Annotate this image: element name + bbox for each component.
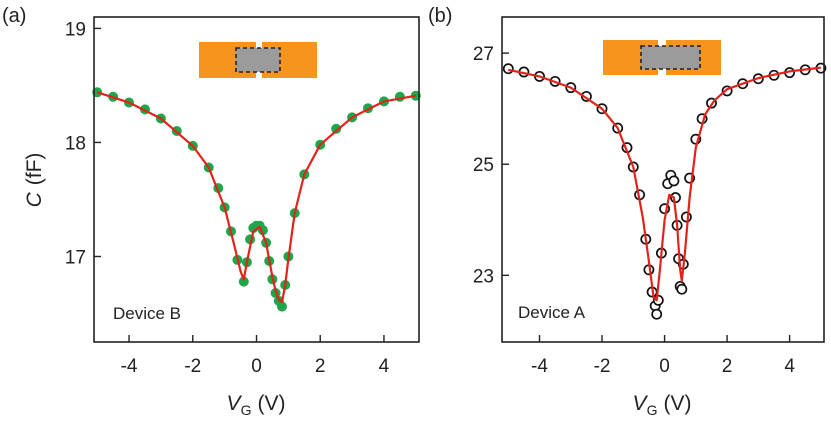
panel-a-plot-area: [92, 87, 421, 312]
panel-b-data-point: [676, 283, 688, 295]
panel-b-y-tick-label: 25: [473, 155, 494, 176]
panel-b-plot-area: [502, 62, 827, 320]
channel-region: [235, 47, 281, 73]
panel-a-y-tick-label: 17: [65, 247, 86, 268]
panel-a-x-tick-label: -2: [184, 356, 201, 377]
panel-a-device-label: Device B: [113, 304, 181, 323]
panel-b-x-unit: (V): [663, 392, 691, 415]
panel-b-x-tick-label: 2: [722, 356, 733, 377]
panel-b-data-point: [680, 211, 692, 223]
panel-a-y-ticks: 17 18 19: [65, 19, 101, 268]
panel-b-data-point: [502, 63, 514, 75]
panel-b-y-ticks: 23 25 27: [473, 44, 509, 287]
panel-a-device-schematic: [199, 42, 317, 78]
panel-b-label: (b): [428, 5, 452, 27]
panel-a-fit-line: [96, 91, 416, 304]
panel-a-x-ticks: -4 -2 0 2 4: [121, 335, 390, 377]
panel-b-axes-frame: [501, 16, 825, 343]
panel-b-data-point: [668, 175, 680, 187]
panel-a: (a) -4 -2 0 2 4 17 18 19 Device B C (fF) VG (V): [2, 5, 421, 418]
panel-a-x-tick-label: 0: [251, 356, 262, 377]
panel-a-x-subscript: G: [241, 402, 252, 418]
panel-b-x-ticks: -4 -2 0 2 4: [531, 335, 795, 377]
panel-a-x-symbol: V: [227, 392, 243, 415]
panel-b-device-label: Device A: [518, 303, 586, 322]
panel-a-y-unit: (fF): [23, 153, 46, 186]
channel-region: [640, 45, 701, 70]
panel-b-fit-line: [508, 66, 822, 302]
panel-a-x-tick-label: 2: [315, 356, 326, 377]
panel-b-device-schematic: [603, 40, 721, 75]
panel-a-x-tick-label: -4: [121, 356, 138, 377]
panel-a-data-point: [276, 301, 287, 312]
panel-b-data-point: [651, 308, 663, 320]
panel-a-y-symbol: C: [23, 191, 46, 207]
panel-a-data-point: [331, 123, 342, 134]
panel-b-x-axis-label: VG (V): [633, 392, 692, 418]
panel-b-x-tick-label: 0: [659, 356, 670, 377]
panel-b-x-subscript: G: [647, 402, 658, 418]
panel-b-y-tick-label: 23: [473, 266, 494, 287]
panel-b-y-tick-label: 27: [473, 44, 494, 65]
panel-a-label: (a): [2, 5, 26, 27]
panel-b-x-tick-label: 4: [784, 356, 795, 377]
panel-b-x-tick-label: -4: [531, 356, 548, 377]
panel-a-y-tick-label: 19: [65, 19, 86, 40]
panel-a-y-axis-label: C (fF): [23, 153, 46, 208]
panel-a-x-axis-label: VG (V): [227, 392, 286, 418]
panel-b: (b) -4 -2 0 2 4 23 25 27 Device A VG (V): [428, 5, 827, 418]
panel-b-x-tick-label: -2: [594, 356, 611, 377]
panel-a-y-tick-label: 18: [65, 133, 86, 154]
panel-a-x-tick-label: 4: [379, 356, 390, 377]
panel-b-x-symbol: V: [633, 392, 649, 415]
panel-a-x-unit: (V): [257, 392, 285, 415]
